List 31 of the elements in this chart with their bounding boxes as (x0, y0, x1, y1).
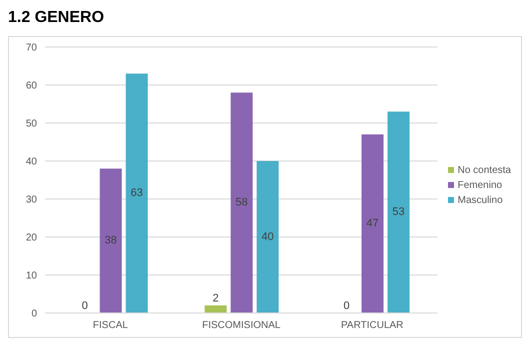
y-tick-label: 30 (26, 194, 38, 206)
bar (126, 74, 148, 313)
chart-title: 1.2 GENERO (8, 8, 106, 28)
x-tick-label: PARTICULAR (340, 320, 404, 332)
legend-label: Masculino (458, 194, 503, 206)
bar (204, 305, 227, 313)
data-label: 53 (392, 206, 405, 218)
y-tick-label: 40 (26, 156, 38, 168)
bar (388, 112, 410, 313)
bar (230, 92, 253, 313)
legend-label: No contesta (458, 164, 511, 176)
data-label: 47 (366, 218, 379, 230)
annotation: 0 (82, 300, 88, 312)
legend-label: Femenino (458, 180, 502, 190)
data-label: 38 (104, 234, 117, 247)
y-tick-label: 50 (26, 118, 38, 130)
x-tick-label: FISCAL (92, 320, 128, 332)
y-tick-label: 20 (26, 232, 38, 244)
data-label: 63 (130, 187, 143, 200)
y-tick-label: 70 (26, 42, 38, 54)
data-label: 40 (262, 230, 274, 243)
y-tick-label: 0 (31, 308, 38, 320)
y-tick-label: 10 (26, 270, 38, 282)
data-label: 58 (236, 196, 248, 209)
x-tick-label: FISCOMISIONAL (202, 320, 281, 332)
y-tick-label: 60 (26, 80, 38, 92)
annotation: 0 (343, 300, 350, 312)
bar (256, 161, 279, 313)
data-label: 2 (212, 292, 219, 304)
bar (362, 134, 384, 313)
bar (100, 168, 122, 313)
